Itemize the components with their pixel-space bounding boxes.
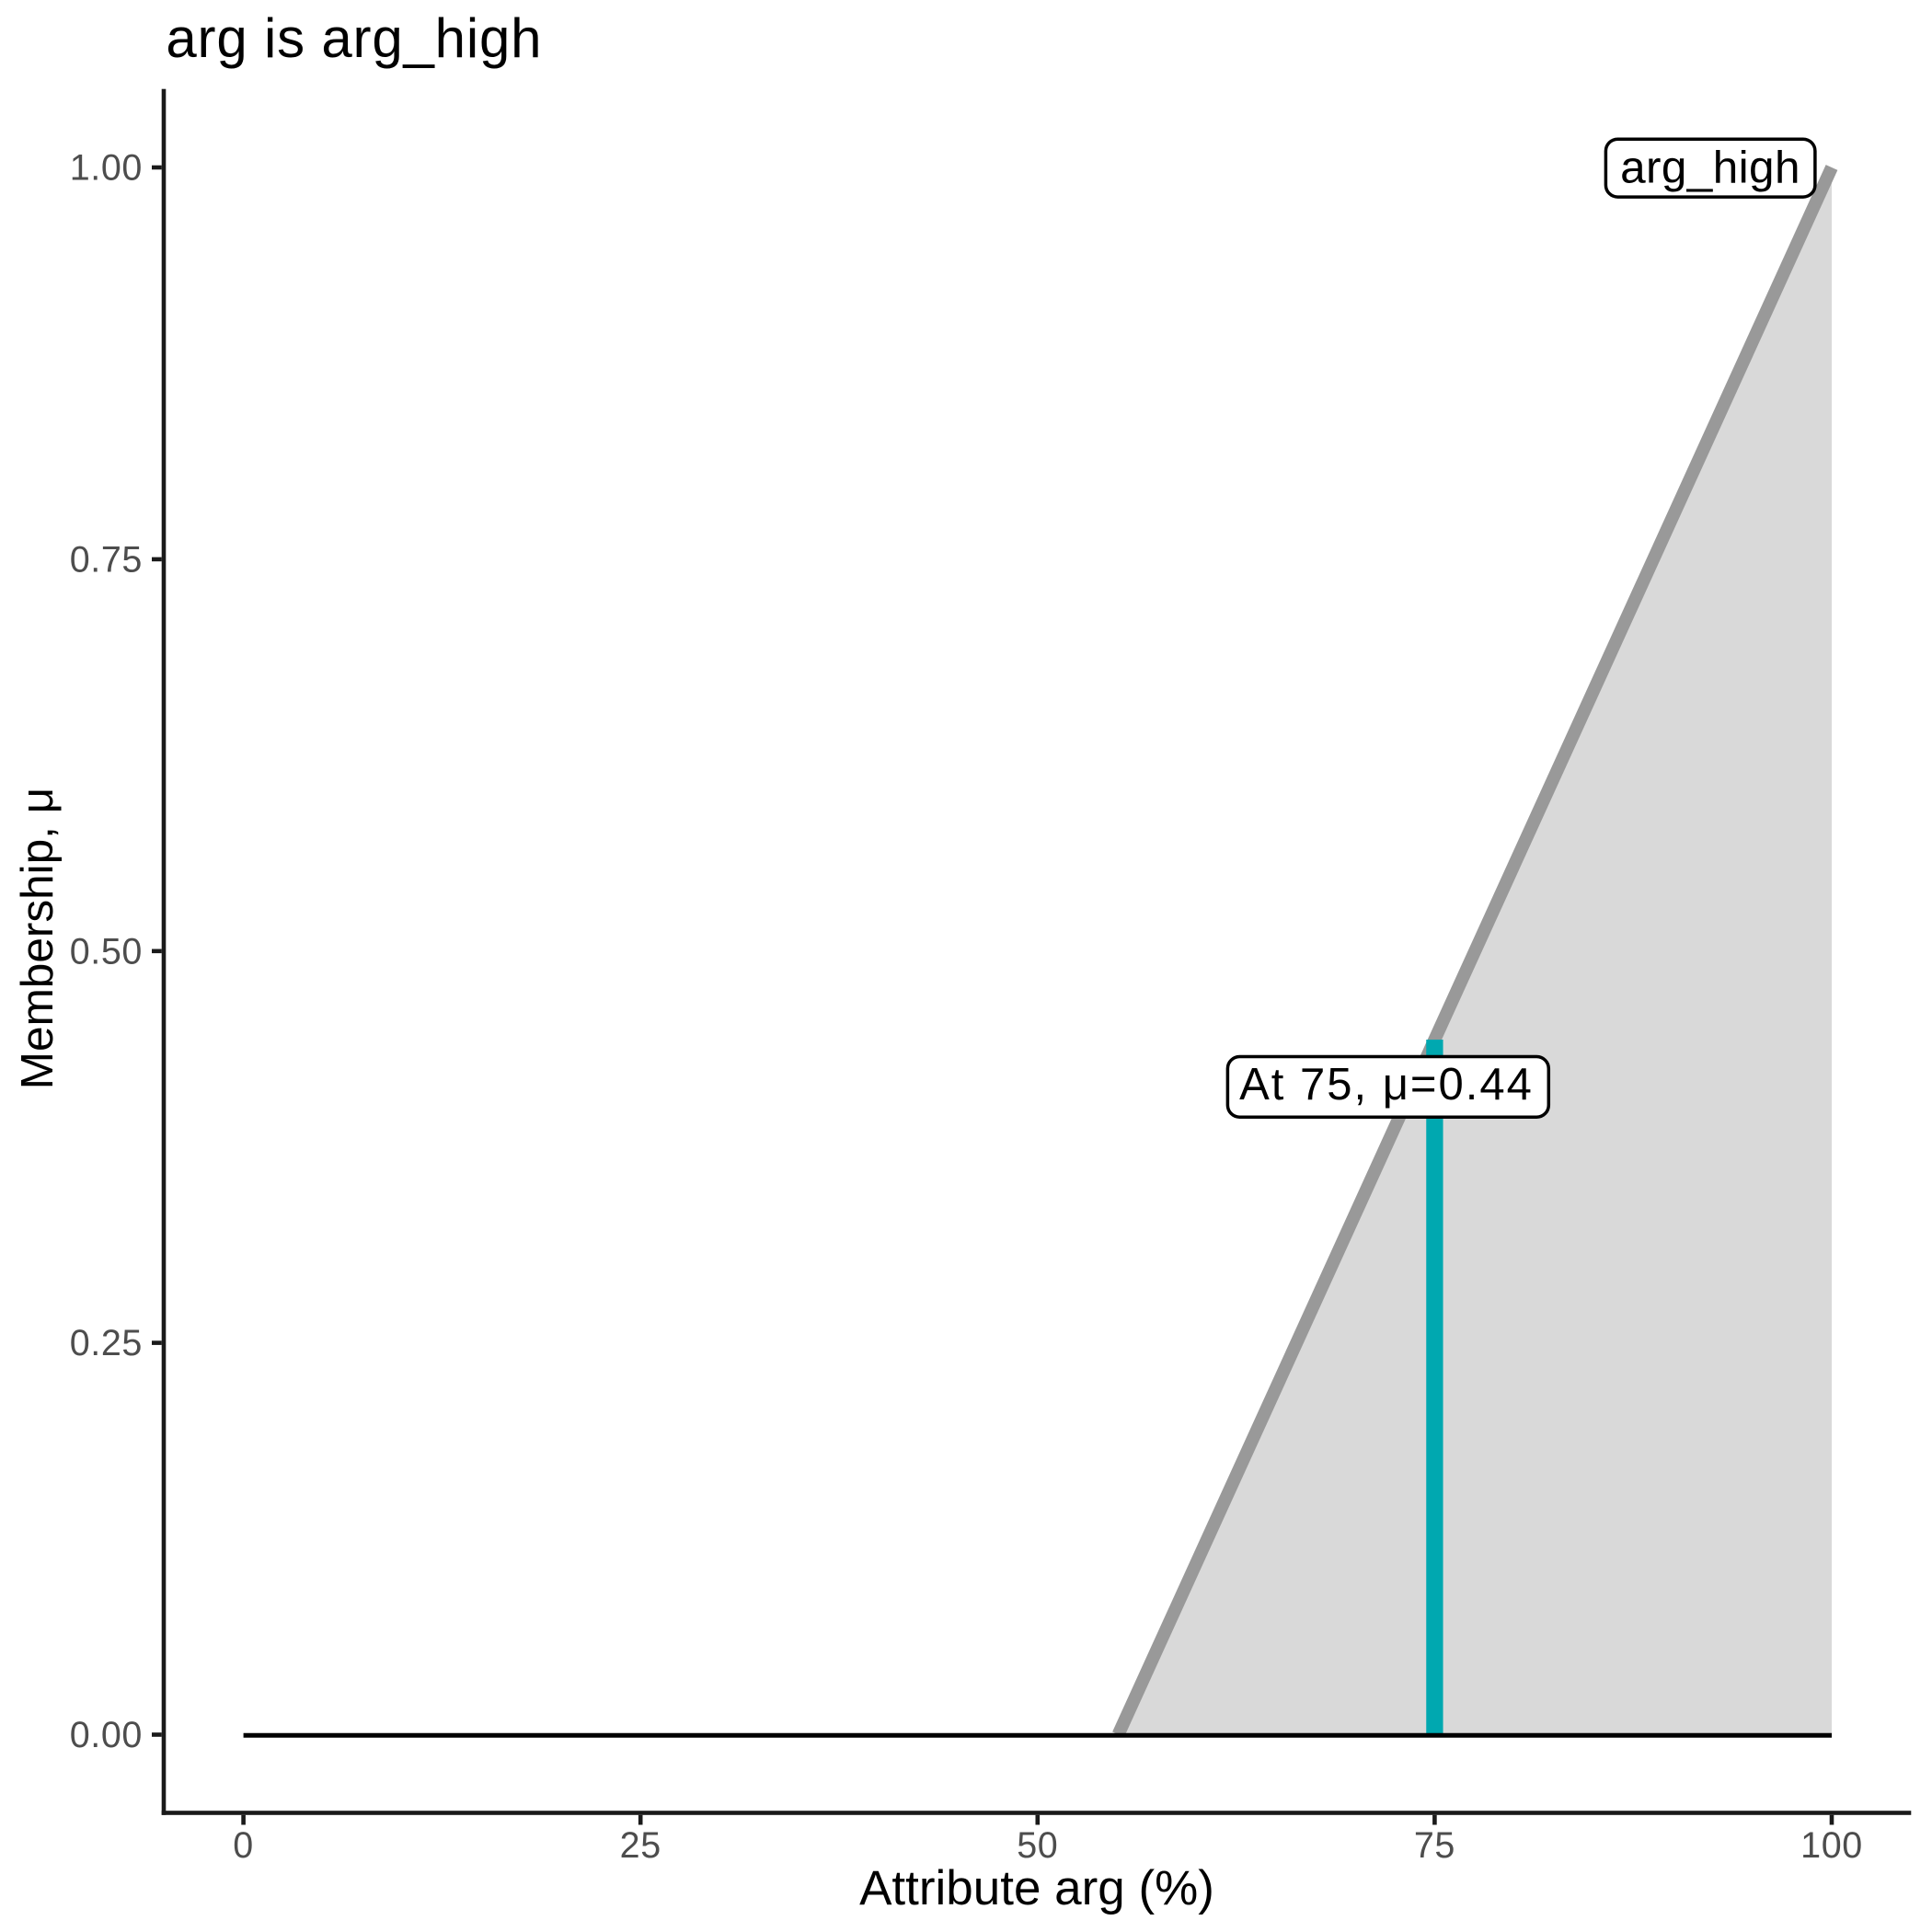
svg-text:75: 75 [1414, 1825, 1455, 1866]
svg-text:100: 100 [1800, 1825, 1863, 1866]
svg-text:At 75, μ=0.44: At 75, μ=0.44 [1239, 1060, 1534, 1110]
svg-text:50: 50 [1017, 1825, 1058, 1866]
svg-text:0.75: 0.75 [70, 539, 143, 580]
svg-text:0.00: 0.00 [70, 1715, 143, 1755]
svg-text:25: 25 [620, 1825, 661, 1866]
svg-text:0.25: 0.25 [70, 1323, 143, 1363]
svg-text:0.50: 0.50 [70, 931, 143, 972]
svg-text:arg is arg_high: arg is arg_high [166, 7, 542, 69]
svg-text:0: 0 [233, 1825, 254, 1866]
svg-text:1.00: 1.00 [70, 148, 143, 189]
svg-text:Membership, μ: Membership, μ [12, 788, 63, 1089]
svg-text:Attribute arg (%): Attribute arg (%) [859, 1861, 1214, 1915]
svg-text:arg_high: arg_high [1620, 143, 1800, 193]
